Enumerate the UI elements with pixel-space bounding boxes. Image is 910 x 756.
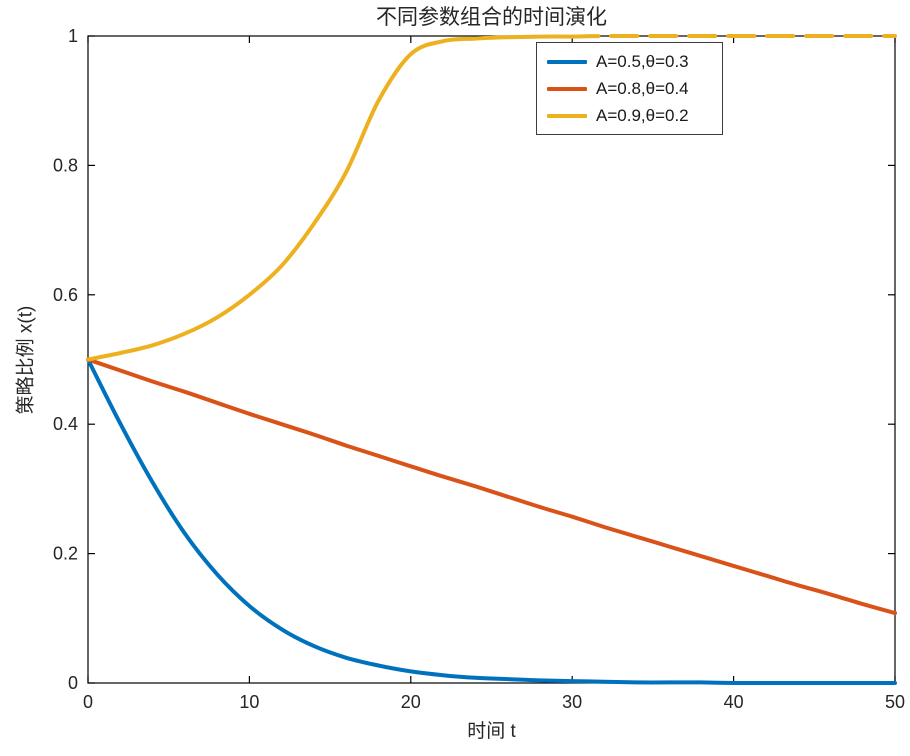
legend-line-swatch	[547, 113, 587, 118]
legend-label: A=0.5,θ=0.3	[596, 51, 689, 71]
y-tick-label: 0.8	[53, 155, 78, 175]
legend-item: A=0.5,θ=0.3	[537, 48, 722, 75]
series-line-0	[86, 357, 897, 686]
x-tick-label: 10	[239, 692, 259, 712]
x-tick-label: 40	[724, 692, 744, 712]
x-axis-label: 时间 t	[467, 721, 516, 742]
legend-item: A=0.9,θ=0.2	[537, 102, 722, 129]
legend: A=0.5,θ=0.3 A=0.8,θ=0.4 A=0.9,θ=0.2	[536, 42, 723, 135]
axes-box	[87, 35, 896, 684]
x-tick-label: 30	[562, 692, 582, 712]
x-tick-label: 50	[885, 692, 905, 712]
x-tick-label: 20	[401, 692, 421, 712]
legend-item: A=0.8,θ=0.4	[537, 75, 722, 102]
y-tick-label: 1	[68, 26, 78, 46]
y-tick-label: 0.6	[53, 285, 78, 305]
y-tick-label: 0.2	[53, 544, 78, 564]
legend-label: A=0.9,θ=0.2	[596, 105, 689, 125]
series-line-2-dashed	[570, 33, 897, 39]
legend-label: A=0.8,θ=0.4	[596, 78, 689, 98]
y-axis-label: 策略比例 x(t)	[15, 305, 37, 415]
legend-line-swatch	[547, 86, 587, 91]
x-tick-label: 0	[83, 692, 93, 712]
chart-title: 不同参数组合的时间演化	[376, 6, 607, 29]
y-tick-label: 0	[68, 673, 78, 693]
series-line-1	[86, 357, 897, 616]
series-line-2	[86, 34, 575, 362]
legend-line-swatch	[547, 59, 587, 64]
y-tick-label: 0.4	[53, 414, 78, 434]
